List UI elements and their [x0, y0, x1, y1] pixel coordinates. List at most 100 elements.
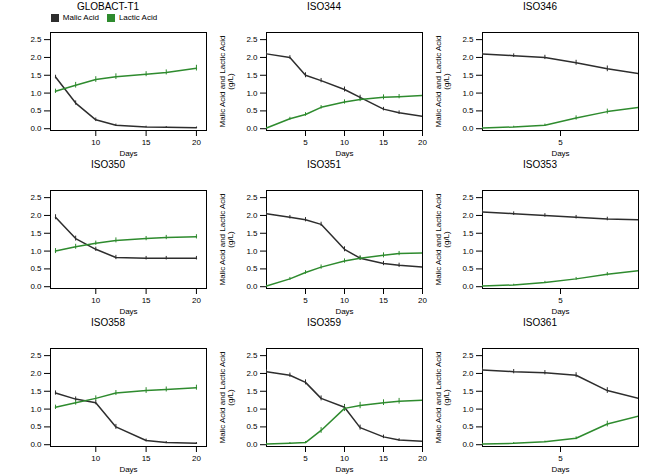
svg-text:2.0: 2.0	[30, 211, 42, 220]
svg-text:1.5: 1.5	[462, 229, 474, 238]
html-text:GLOBACT-T1: GLOBACT-T1	[76, 1, 140, 12]
svg-text:2.5: 2.5	[462, 193, 474, 202]
svg-text:0.0: 0.0	[246, 282, 258, 291]
svg-text:Days: Days	[335, 149, 353, 158]
svg-text:15: 15	[142, 296, 151, 305]
svg-text:10: 10	[340, 454, 349, 463]
svg-text:0.0: 0.0	[462, 124, 474, 133]
svg-text:2.5: 2.5	[246, 351, 258, 360]
svg-text:1.5: 1.5	[246, 229, 258, 238]
svg-text:Days: Days	[119, 149, 137, 158]
svg-text:2.0: 2.0	[246, 211, 258, 220]
svg-text:10: 10	[91, 138, 100, 147]
svg-text:0.0: 0.0	[30, 282, 42, 291]
svg-text:2.0: 2.0	[462, 369, 474, 378]
svg-text:Malic Acid and Lactic Acid(g/L: Malic Acid and Lactic Acid(g/L)	[218, 35, 235, 127]
svg-text:1.0: 1.0	[246, 405, 258, 414]
svg-text:2.5: 2.5	[246, 35, 258, 44]
svg-text:1.5: 1.5	[30, 71, 42, 80]
svg-text:Malic Acid and Lactic Acid(g/L: Malic Acid and Lactic Acid(g/L)	[434, 193, 451, 285]
svg-text:1.5: 1.5	[30, 229, 42, 238]
svg-text:1.5: 1.5	[246, 71, 258, 80]
html-text:ISO353: ISO353	[523, 159, 557, 170]
svg-text:Days: Days	[551, 465, 569, 474]
svg-text:10: 10	[340, 138, 349, 147]
svg-text:20: 20	[192, 454, 201, 463]
svg-text:0.5: 0.5	[30, 422, 42, 431]
html-text:ISO351: ISO351	[307, 159, 341, 170]
svg-text:5: 5	[558, 454, 563, 463]
svg-text:0.0: 0.0	[30, 440, 42, 449]
html-text:ISO346: ISO346	[523, 1, 557, 12]
svg-text:2.5: 2.5	[30, 351, 42, 360]
svg-text:1.5: 1.5	[462, 387, 474, 396]
svg-text:15: 15	[142, 454, 151, 463]
svg-text:0.5: 0.5	[246, 264, 258, 273]
svg-text:0.5: 0.5	[246, 422, 258, 431]
svg-text:10: 10	[91, 454, 100, 463]
svg-text:0.0: 0.0	[246, 440, 258, 449]
svg-text:20: 20	[418, 138, 427, 147]
svg-text:5: 5	[303, 296, 308, 305]
svg-text:0.5: 0.5	[462, 422, 474, 431]
svg-text:2.0: 2.0	[246, 53, 258, 62]
svg-text:10: 10	[91, 296, 100, 305]
svg-text:2.5: 2.5	[462, 351, 474, 360]
svg-text:2.0: 2.0	[30, 53, 42, 62]
svg-text:0.5: 0.5	[30, 106, 42, 115]
svg-text:2.0: 2.0	[462, 211, 474, 220]
svg-text:2.5: 2.5	[30, 35, 42, 44]
svg-text:Days: Days	[335, 307, 353, 316]
svg-text:Days: Days	[551, 149, 569, 158]
svg-text:20: 20	[192, 138, 201, 147]
svg-text:Malic Acid and Lactic Acid(g/L: Malic Acid and Lactic Acid(g/L)	[218, 351, 235, 443]
html-text:ISO350: ISO350	[91, 159, 125, 170]
svg-text:1.0: 1.0	[30, 89, 42, 98]
svg-text:1.0: 1.0	[30, 247, 42, 256]
svg-text:20: 20	[418, 454, 427, 463]
svg-text:2.5: 2.5	[462, 35, 474, 44]
html-text:ISO344: ISO344	[307, 1, 341, 12]
svg-text:10: 10	[340, 296, 349, 305]
svg-text:15: 15	[379, 296, 388, 305]
svg-text:0.0: 0.0	[30, 124, 42, 133]
svg-text:5: 5	[303, 454, 308, 463]
svg-text:1.0: 1.0	[246, 247, 258, 256]
svg-text:2.0: 2.0	[462, 53, 474, 62]
svg-text:Malic Acid and Lactic Acid(g/L: Malic Acid and Lactic Acid(g/L)	[434, 351, 451, 443]
svg-text:2.0: 2.0	[30, 369, 42, 378]
svg-text:2.0: 2.0	[246, 369, 258, 378]
svg-text:1.5: 1.5	[246, 387, 258, 396]
svg-text:1.0: 1.0	[30, 405, 42, 414]
svg-text:0.5: 0.5	[30, 264, 42, 273]
svg-text:0.5: 0.5	[246, 106, 258, 115]
svg-text:Days: Days	[119, 307, 137, 316]
svg-text:Malic Acid and Lactic Acid(g/L: Malic Acid and Lactic Acid(g/L)	[434, 35, 451, 127]
svg-text:5: 5	[303, 138, 308, 147]
svg-text:20: 20	[418, 296, 427, 305]
svg-text:Days: Days	[551, 307, 569, 316]
svg-text:Malic Acid and Lactic Acid(g/L: Malic Acid and Lactic Acid(g/L)	[218, 193, 235, 285]
svg-text:0.0: 0.0	[462, 282, 474, 291]
svg-text:1.0: 1.0	[462, 247, 474, 256]
svg-text:1.0: 1.0	[462, 405, 474, 414]
svg-text:Days: Days	[119, 465, 137, 474]
svg-text:0.0: 0.0	[246, 124, 258, 133]
svg-text:5: 5	[558, 296, 563, 305]
svg-text:1.5: 1.5	[462, 71, 474, 80]
svg-text:1.5: 1.5	[30, 387, 42, 396]
svg-text:0.5: 0.5	[462, 106, 474, 115]
svg-text:20: 20	[192, 296, 201, 305]
svg-text:0.5: 0.5	[462, 264, 474, 273]
svg-text:1.0: 1.0	[246, 89, 258, 98]
svg-text:2.5: 2.5	[246, 193, 258, 202]
svg-text:0.0: 0.0	[462, 440, 474, 449]
svg-text:1.0: 1.0	[462, 89, 474, 98]
svg-text:15: 15	[142, 138, 151, 147]
html-text:ISO358: ISO358	[91, 317, 125, 328]
svg-text:2.5: 2.5	[30, 193, 42, 202]
svg-text:15: 15	[379, 138, 388, 147]
svg-text:15: 15	[379, 454, 388, 463]
svg-text:Days: Days	[335, 465, 353, 474]
svg-text:5: 5	[558, 138, 563, 147]
